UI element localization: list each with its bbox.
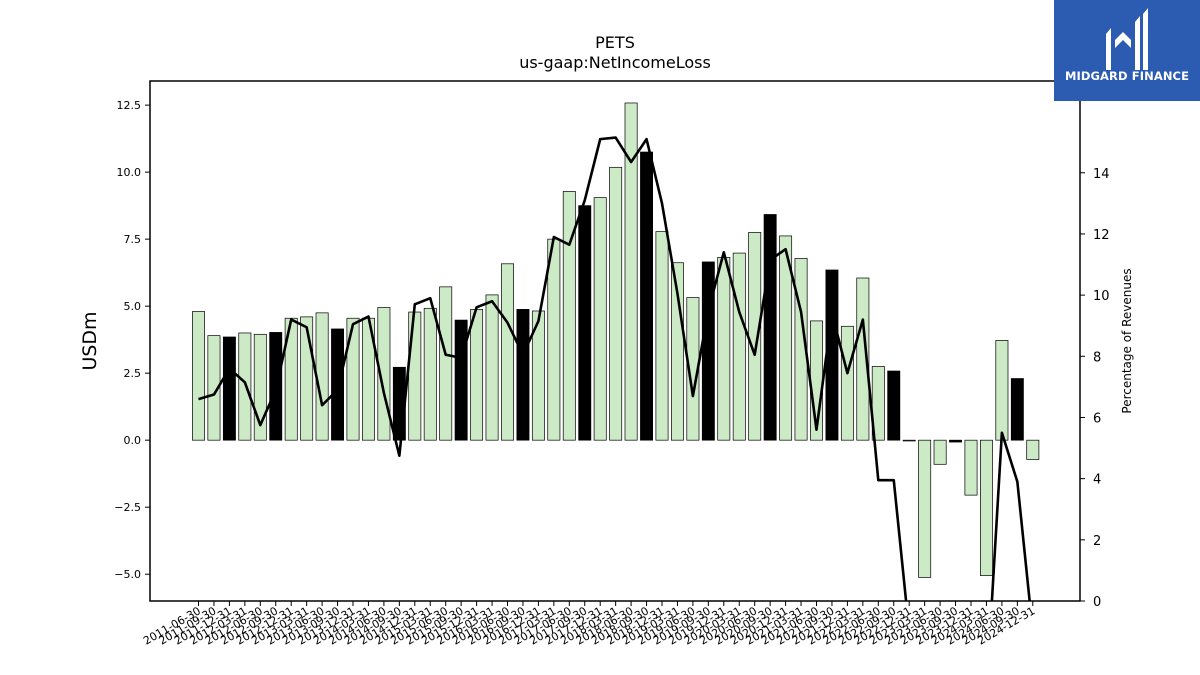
- y2-tick-label: 14: [1093, 167, 1110, 182]
- y-axis-label: USDm: [79, 311, 101, 370]
- bar: [501, 263, 514, 441]
- y2-tick-label: 0: [1093, 595, 1101, 610]
- y2-tick-label: 12: [1093, 228, 1110, 243]
- y-tick-label: 7.5: [124, 233, 142, 246]
- y-axis-right: 14 12 10 8 6 4 2 0: [1080, 167, 1110, 610]
- bar: [531, 310, 545, 441]
- pct-revenues-line: [198, 136, 1031, 601]
- bar: [840, 325, 854, 441]
- bar: [918, 439, 932, 578]
- plot-frame: [149, 80, 1081, 602]
- bar: [701, 261, 715, 441]
- bar: [887, 370, 901, 441]
- bar: [192, 311, 205, 441]
- bar: [933, 439, 947, 465]
- y2-tick-label: 2: [1093, 534, 1101, 549]
- bar: [593, 197, 607, 441]
- bar: [346, 317, 360, 441]
- bar: [779, 235, 793, 441]
- y2-tick-label: 4: [1093, 473, 1101, 488]
- bar: [902, 439, 916, 442]
- bar: [238, 332, 252, 441]
- bar: [439, 286, 453, 441]
- midgard-logo-icon: [1106, 8, 1148, 70]
- bar: [655, 231, 669, 441]
- bar: [609, 166, 623, 441]
- y-tick-label: 10.0: [117, 166, 142, 179]
- bar: [1010, 378, 1024, 441]
- chart-subtitle: us-gaap:NetIncomeLoss: [519, 53, 711, 72]
- bar: [315, 312, 329, 441]
- y2-tick-label: 8: [1093, 350, 1101, 365]
- bar: [995, 340, 1009, 441]
- y-tick-label: −5.0: [114, 568, 141, 581]
- bar: [624, 102, 638, 441]
- y2-axis-label: Percentage of Revenues: [1120, 268, 1134, 413]
- bar: [717, 257, 731, 441]
- bar: [454, 319, 468, 441]
- bar: [979, 439, 993, 576]
- bar: [284, 317, 298, 441]
- bar: [732, 252, 746, 441]
- bar: [207, 335, 221, 441]
- y-tick-label: 2.5: [124, 367, 142, 380]
- bar: [856, 277, 870, 441]
- bar: [763, 214, 777, 441]
- y-tick-label: 12.5: [117, 99, 142, 112]
- bar: [1026, 439, 1040, 460]
- bar: [423, 307, 437, 441]
- bar: [222, 336, 236, 441]
- y-tick-label: −2.5: [114, 501, 141, 514]
- bar: [578, 205, 592, 441]
- bar: [640, 151, 654, 441]
- y-tick-label: 0.0: [124, 434, 142, 447]
- bar: [485, 294, 499, 441]
- bar: [964, 439, 978, 496]
- bar: [562, 191, 576, 441]
- y2-tick-label: 10: [1093, 289, 1110, 304]
- bar: [470, 309, 484, 441]
- y-tick-label: 5.0: [124, 300, 142, 313]
- bar: [408, 311, 422, 441]
- bar: [547, 238, 561, 441]
- bar: [300, 316, 314, 441]
- bar: [949, 439, 963, 443]
- y-axis-left: 12.5 10.0 7.5 5.0 2.5 0.0 −2.5 −5.0: [114, 99, 150, 581]
- x-axis: 2011-06-302011-09-302011-12-312012-03-31…: [141, 601, 1037, 648]
- chart-title: PETS: [595, 33, 635, 52]
- y2-tick-label: 6: [1093, 411, 1101, 426]
- midgard-finance-logo: MIDGARD FINANCE: [1054, 0, 1200, 101]
- bar: [516, 309, 530, 441]
- logo-text: MIDGARD FINANCE: [1064, 69, 1190, 83]
- line-series: [198, 136, 1031, 601]
- bar-series: [192, 102, 1040, 578]
